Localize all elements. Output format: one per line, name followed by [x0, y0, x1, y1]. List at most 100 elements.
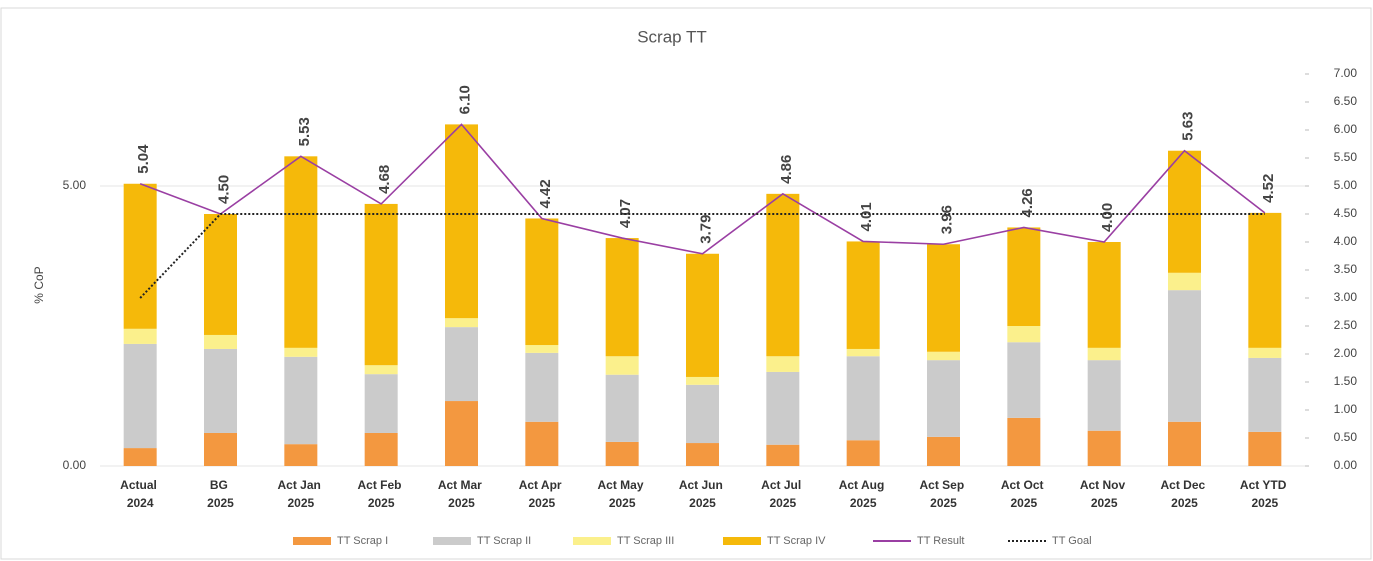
x-tick-line: Act Aug — [839, 478, 888, 492]
bar-segment — [927, 244, 960, 352]
x-tick-label: Act Apr 2025 — [519, 478, 565, 510]
bar-segment — [766, 371, 800, 445]
x-tick-label: Act May 2025 — [597, 478, 646, 510]
bar-segment — [445, 124, 478, 319]
bar-segment — [686, 253, 719, 377]
x-tick-label: Act YTD 2025 — [1240, 478, 1290, 510]
legend-swatch — [433, 537, 471, 545]
y2-tick-label: 6.50 — [1334, 94, 1358, 108]
data-label: 4.50 — [215, 175, 232, 204]
x-tick-line: Act YTD — [1240, 478, 1290, 492]
bar-segment — [445, 401, 478, 466]
bar-segment — [1168, 290, 1201, 422]
legend-swatch — [573, 537, 611, 545]
x-tick-label: Act Feb 2025 — [357, 478, 404, 510]
bar-segment — [846, 241, 880, 349]
x-tick-line: 2025 — [1171, 496, 1198, 510]
x-tick-line: Act May — [597, 478, 646, 492]
x-tick-line: Act Mar — [438, 478, 485, 492]
data-label: 4.42 — [537, 179, 554, 208]
bar-segment — [284, 356, 318, 445]
bar-segment — [525, 345, 559, 353]
data-label: 5.53 — [296, 117, 313, 146]
x-tick-line: BG — [210, 478, 231, 492]
x-tick-line: 2025 — [1010, 496, 1037, 510]
y2-tick-label: 3.00 — [1334, 290, 1358, 304]
data-label: 5.63 — [1179, 112, 1196, 141]
bar-segment — [1248, 347, 1282, 358]
bar-segment — [525, 218, 559, 346]
bar-segment — [1168, 150, 1201, 273]
x-tick-line: Act Nov — [1080, 478, 1129, 492]
data-label: 3.96 — [938, 205, 955, 234]
bar-segment — [1007, 227, 1041, 326]
x-tick-line: Act Apr — [519, 478, 565, 492]
line-series — [139, 213, 1265, 299]
x-tick-label: Act Nov 2025 — [1080, 478, 1129, 510]
bar-segment — [123, 343, 157, 449]
y2-tick-label: 1.00 — [1334, 402, 1358, 416]
bar-segment — [1168, 272, 1201, 291]
data-label: 4.52 — [1260, 174, 1277, 203]
y2-tick-label: 2.00 — [1334, 346, 1358, 360]
x-tick-line: 2025 — [1091, 496, 1118, 510]
bar-segment — [927, 360, 960, 437]
x-tick-line: Act Dec — [1160, 478, 1208, 492]
bar-segment — [525, 421, 559, 466]
data-label: 5.04 — [135, 144, 152, 174]
bar-segment — [204, 432, 237, 466]
x-tick-label: Actual 2024 — [120, 478, 160, 510]
x-tick-line: Act Sep — [919, 478, 967, 492]
bar-segment — [927, 351, 960, 361]
y-axis-label: % CoP — [32, 266, 46, 303]
bar-segment — [364, 432, 398, 466]
x-tick-line: Actual — [120, 478, 160, 492]
x-tick-line: 2024 — [127, 496, 154, 510]
x-tick-line: 2025 — [448, 496, 475, 510]
y2-tick-label: 4.00 — [1334, 234, 1358, 248]
x-tick-line: 2025 — [1251, 496, 1278, 510]
legend-swatch — [293, 537, 331, 545]
legend-label: TT Scrap I — [337, 535, 388, 547]
bar-segment — [1087, 347, 1121, 361]
x-tick-label: Act Oct 2025 — [1001, 478, 1047, 510]
data-label: 4.01 — [858, 202, 875, 231]
x-tick-line: 2025 — [930, 496, 957, 510]
bar-segment — [445, 318, 478, 328]
y2-tick-label: 2.50 — [1334, 318, 1358, 332]
x-tick-line: 2025 — [207, 496, 234, 510]
x-tick-line: 2025 — [368, 496, 395, 510]
data-label: 4.26 — [1019, 188, 1036, 217]
bar-segment — [525, 352, 559, 422]
x-tick-line: Act Jun — [679, 478, 726, 492]
bar-segment — [1168, 421, 1201, 466]
x-tick-label: Act Jul 2025 — [761, 478, 804, 510]
bar-segment — [846, 440, 880, 466]
y2-tick-label: 0.00 — [1334, 458, 1358, 472]
data-label: 6.10 — [456, 85, 473, 114]
x-tick-line: Act Jul — [761, 478, 804, 492]
bar-segment — [204, 348, 237, 433]
bar-segment — [445, 327, 478, 402]
x-tick-label: Act Sep 2025 — [919, 478, 967, 510]
x-tick-line: Act Feb — [357, 478, 404, 492]
bar-segment — [846, 356, 880, 441]
y-tick-label: 5.00 — [63, 178, 87, 192]
bar-segment — [1087, 360, 1121, 431]
bar-segment — [605, 238, 639, 357]
bar-segment — [605, 356, 639, 375]
y2-tick-label: 3.50 — [1334, 262, 1358, 276]
legend-swatch — [723, 537, 761, 545]
bar-segment — [364, 365, 398, 375]
data-label: 4.68 — [376, 165, 393, 194]
y2-tick-label: 7.00 — [1334, 66, 1358, 80]
y2-tick-label: 6.00 — [1334, 122, 1358, 136]
x-tick-line: 2025 — [528, 496, 555, 510]
legend-label: TT Scrap IV — [767, 535, 826, 547]
x-tick-label: Act Dec 2025 — [1160, 478, 1208, 510]
y2-tick-label: 1.50 — [1334, 374, 1358, 388]
x-tick-line: 2025 — [769, 496, 796, 510]
bar-segment — [1248, 357, 1282, 432]
y2-tick-label: 0.50 — [1334, 430, 1358, 444]
